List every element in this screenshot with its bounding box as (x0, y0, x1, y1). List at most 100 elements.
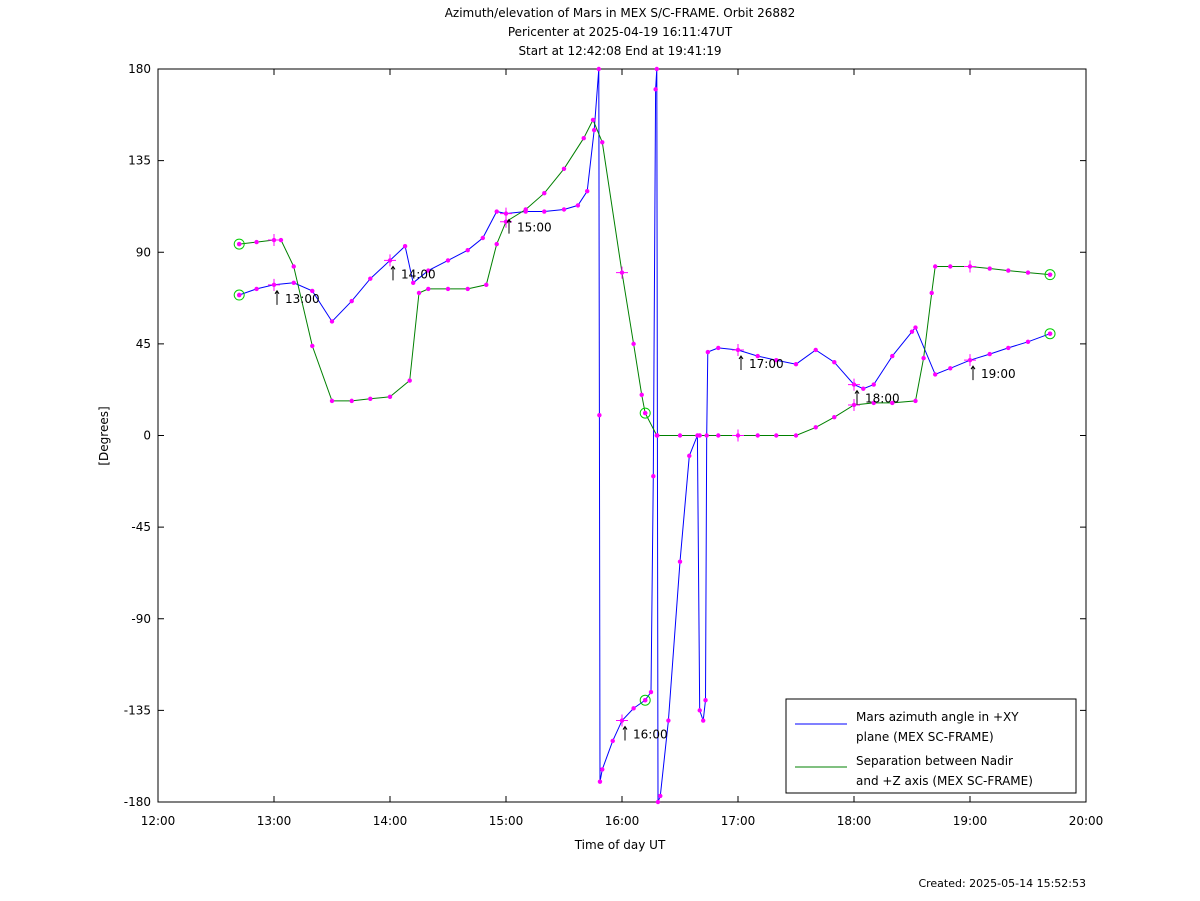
separation-point (813, 425, 818, 430)
hour-plus-mark (616, 714, 628, 727)
separation-point (484, 282, 489, 288)
azimuth-point (890, 353, 895, 359)
hour-plus-mark (848, 398, 860, 411)
separation-point (631, 341, 636, 347)
azimuth-point (648, 689, 654, 695)
separation-point (832, 414, 837, 420)
x-tick-label: 15:00 (489, 814, 524, 828)
azimuth-point (933, 372, 938, 377)
hour-plus-mark (848, 378, 860, 391)
separation-point (291, 264, 296, 269)
separation-point (387, 394, 393, 400)
azimuth-point (1025, 339, 1031, 345)
separation-point (349, 398, 354, 404)
azimuth-point (687, 453, 692, 459)
azimuth-point (655, 799, 661, 805)
legend-label-azimuth-1: Mars azimuth angle in +XY (856, 710, 1019, 724)
separation-point (310, 343, 315, 349)
separation-point (494, 241, 499, 247)
x-tick-label: 14:00 (373, 814, 408, 828)
created-timestamp: Created: 2025-05-14 15:52:53 (918, 877, 1086, 890)
event-circle-dot (643, 697, 648, 703)
hour-label: 18:00 (865, 392, 900, 406)
event-circle-mark (233, 289, 245, 301)
separation-point (1006, 268, 1011, 273)
title-line-2: Pericenter at 2025-04-19 16:11:47UT (508, 25, 733, 39)
azimuth-point (658, 793, 663, 799)
separation-point (793, 433, 799, 438)
separation-point (445, 286, 451, 292)
azimuth-point (402, 243, 408, 249)
x-tick-label: 16:00 (605, 814, 640, 828)
separation-point (542, 191, 547, 196)
separation-point (716, 433, 721, 438)
legend-box (785, 698, 1077, 794)
markers-layer: 13:00 14:00 15:00 16:00 17:00 18:00 19:00 (233, 66, 1056, 805)
azimuth-point (697, 708, 702, 713)
separation-series-line (239, 118, 1051, 436)
separation-point (871, 400, 876, 406)
azimuth-point (704, 433, 709, 438)
x-tick-label: 19:00 (953, 814, 988, 828)
azimuth-point (349, 298, 354, 304)
azimuth-point (832, 360, 837, 365)
azimuth-point (651, 474, 656, 479)
azimuth-point (575, 203, 581, 208)
separation-point (677, 433, 683, 438)
event-circle-mark (233, 238, 245, 250)
azimuth-point (329, 319, 335, 324)
axes-layer: 12:00 13:00 14:00 15:00 16:00 17:00 18:00 19:00… (124, 62, 1104, 828)
azimuth-point (861, 386, 866, 391)
title-line-1: Azimuth/elevation of Mars in MEX S/C-FRA… (445, 6, 796, 20)
hour-label: 14:00 (401, 267, 436, 281)
azimuth-point (701, 718, 706, 723)
event-circle-dot (237, 292, 242, 298)
azimuth-point (987, 351, 992, 357)
separation-point (581, 136, 586, 141)
x-axis-label: Time of day UT (574, 838, 666, 852)
y-tick-label: 135 (128, 154, 151, 168)
azimuth-point (291, 280, 296, 285)
azimuth-point (774, 357, 779, 363)
azimuth-point (465, 248, 470, 253)
hour-plus-mark (268, 234, 280, 247)
hour-label: 16:00 (633, 728, 668, 742)
hour-pointer (854, 389, 860, 405)
separation-point (933, 264, 938, 269)
separation-point (639, 392, 644, 397)
event-circle-dot (1047, 331, 1053, 336)
separation-point (1025, 270, 1031, 275)
hour-pointer (274, 289, 280, 305)
azimuth-point (703, 697, 708, 703)
azimuth-point (597, 779, 603, 784)
event-circle-mark (639, 407, 651, 419)
azimuth-point (716, 345, 721, 351)
y-tick-label: 90 (136, 245, 151, 259)
separation-point (329, 398, 335, 404)
series-layer (239, 68, 1051, 803)
azimuth-point (913, 325, 918, 330)
hour-pointer (622, 725, 628, 741)
azimuth-point (610, 738, 615, 744)
y-tick-label: 0 (143, 429, 151, 443)
separation-point (407, 378, 412, 383)
azimuth-point (542, 209, 547, 214)
azimuth-point (909, 329, 915, 334)
separation-point (774, 433, 779, 438)
separation-point (948, 264, 953, 269)
azimuth-point (793, 362, 799, 367)
y-tick-label: -135 (124, 703, 151, 717)
azimuth-point (494, 209, 499, 214)
hour-label: 15:00 (517, 221, 552, 235)
hour-plus-mark (732, 429, 744, 442)
y-tick-label: 45 (136, 337, 151, 351)
azimuth-point (600, 767, 605, 772)
hour-plus-mark (964, 354, 976, 367)
hour-pointer (738, 355, 744, 370)
azimuth-point (561, 207, 567, 212)
separation-point (921, 355, 926, 361)
azimuth-point (871, 382, 876, 387)
event-circle-mark (639, 694, 651, 706)
hour-pointer (970, 365, 976, 381)
separation-point (929, 290, 934, 296)
